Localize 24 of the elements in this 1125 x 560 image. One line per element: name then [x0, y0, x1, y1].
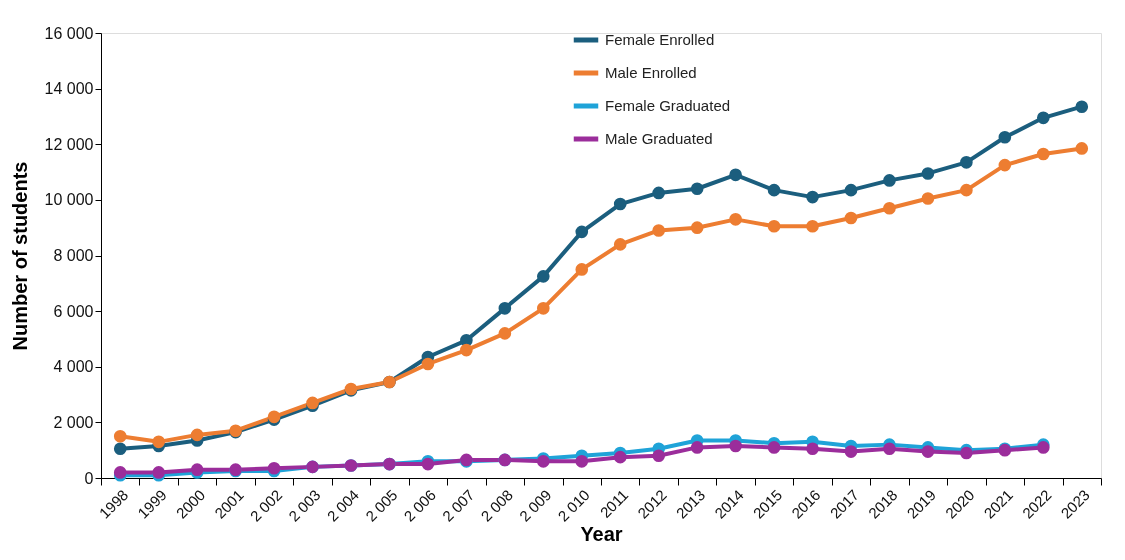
- y-tick-label: 12 000: [44, 135, 94, 153]
- y-tick-label: 4 000: [53, 358, 94, 376]
- x-tick-label: 2 009: [515, 486, 555, 525]
- x-tick-label: 2 004: [323, 486, 363, 525]
- y-tick-label: 14 000: [44, 80, 94, 98]
- y-axis-title: Number of students: [8, 161, 31, 351]
- x-tick-label: 2 006: [400, 486, 440, 525]
- y-tick-label: 2 000: [53, 413, 94, 431]
- x-tick-label: 2 007: [438, 486, 478, 525]
- legend-label: Female Graduated: [605, 97, 731, 114]
- legend-label: Female Enrolled: [605, 31, 715, 48]
- x-tick-label: 2 005: [362, 486, 401, 525]
- y-tick-label: 8 000: [53, 247, 94, 264]
- y-tick-label: 0: [84, 469, 94, 487]
- y-tick-label: 10 000: [44, 191, 94, 209]
- legend-label: Male Graduated: [605, 130, 713, 147]
- y-tick-label: 6 000: [53, 302, 94, 320]
- x-axis-title: Year: [580, 522, 623, 545]
- x-tick-label: 2 003: [285, 486, 324, 525]
- x-tick-label: 2 008: [477, 486, 516, 525]
- y-tick-label: 16 000: [44, 24, 94, 42]
- x-tick-label: 2 002: [246, 486, 286, 525]
- x-tick-label: 2 010: [554, 486, 593, 525]
- legend-label: Male Enrolled: [605, 64, 697, 81]
